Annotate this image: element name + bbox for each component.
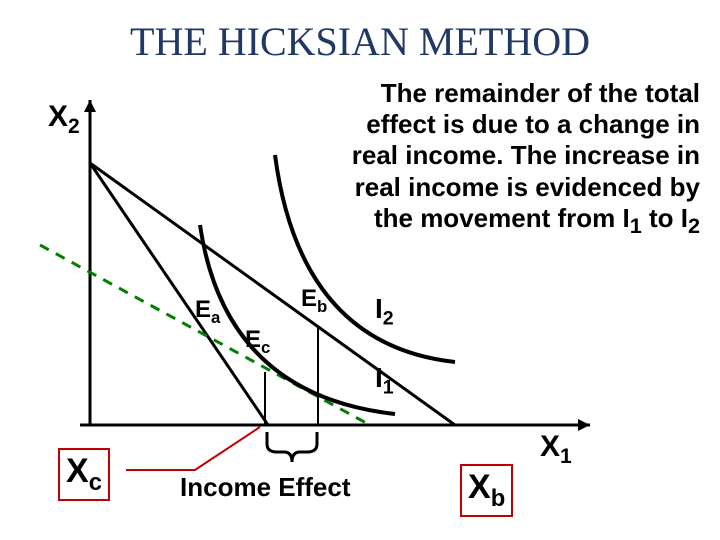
curve-I1 [200, 225, 395, 414]
slide: { "title": { "text": "THE HICKSIAN METHO… [0, 0, 720, 540]
point-label-Ea: Ea [195, 296, 220, 328]
indifference-curves [200, 155, 455, 425]
point-label-Ec: Ec [245, 326, 270, 358]
callout-line-Xc [126, 427, 260, 470]
axis-label-X1: X1 [540, 430, 572, 469]
x-axis-arrow [578, 419, 590, 431]
axis-label-X2: X2 [48, 100, 80, 139]
boxed-label-Xc: Xc [58, 448, 110, 501]
boxed-label-Xb: Xb [460, 464, 513, 517]
curve-label-I1: I1 [375, 362, 394, 400]
point-label-Eb: Eb [301, 285, 327, 317]
curve-label-I2: I2 [375, 293, 394, 331]
curve-I2 [275, 155, 455, 362]
income-effect-label: Income Effect [180, 472, 351, 503]
budget-line-2 [90, 163, 455, 425]
axes [80, 100, 590, 431]
y-axis-arrow [84, 100, 96, 112]
income-effect-brace [267, 432, 317, 462]
budget-line-1 [90, 163, 268, 425]
